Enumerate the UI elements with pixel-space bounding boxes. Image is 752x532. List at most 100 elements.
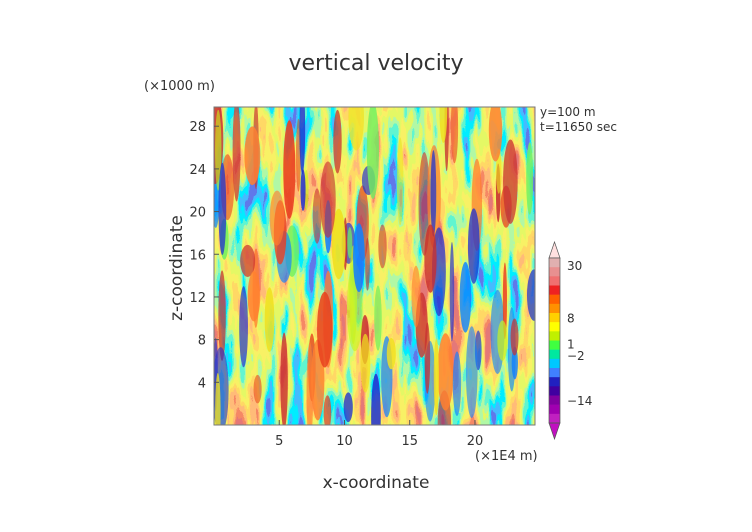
- heatmap-streak: [497, 320, 508, 361]
- heatmap-streak: [374, 285, 382, 351]
- colorbar-tick-label: 1: [567, 337, 575, 351]
- annotation-y-position: y=100 m: [540, 105, 596, 119]
- y-tick-label: 8: [198, 334, 206, 349]
- heatmap-streak: [215, 109, 222, 191]
- heatmap-streak: [424, 322, 431, 394]
- colorbar-band: [549, 413, 560, 424]
- colorbar-band: [549, 358, 560, 369]
- heatmap-streaks: [214, 107, 535, 425]
- colorbar-band: [549, 313, 560, 323]
- heatmap-streak: [218, 162, 227, 255]
- plot-frame: [213, 106, 536, 426]
- heatmap-streak: [433, 338, 440, 416]
- colorbar-max-arrow: [548, 240, 561, 259]
- y-tick-label: 4: [198, 376, 206, 391]
- heatmap-streak: [366, 107, 379, 199]
- annotation-time: t=11650 sec: [540, 120, 617, 134]
- colorbar-tick-label: 30: [567, 259, 582, 273]
- heatmap-streak: [450, 107, 459, 164]
- heatmap-streak: [396, 137, 404, 226]
- heatmap-streak: [503, 139, 518, 224]
- heatmap-streak: [280, 332, 288, 425]
- x-tick-label: 10: [336, 434, 353, 449]
- heatmap-streak: [378, 224, 387, 269]
- x-axis-ticks: 5 10 15 20: [275, 420, 483, 449]
- heatmap-streak: [386, 337, 396, 370]
- heatmap-streak: [488, 107, 503, 162]
- heatmap-streak: [240, 244, 256, 277]
- y-tick-label: 12: [189, 291, 206, 306]
- colorbar-band: [549, 258, 560, 268]
- colorbar-band: [549, 331, 560, 341]
- heatmap-streak: [467, 208, 480, 284]
- colorbar: 30 8 1−2 −14: [548, 240, 592, 441]
- colorbar-band: [549, 349, 560, 360]
- colorbar-band: [549, 377, 560, 387]
- heatmap-streak: [465, 326, 478, 419]
- heatmap-streak: [411, 265, 421, 328]
- heatmap-streak: [348, 107, 364, 151]
- plot-area: [213, 106, 536, 426]
- heatmap-streak: [300, 169, 306, 211]
- heatmap-streak: [317, 291, 333, 368]
- y-tick-label: 24: [189, 163, 206, 178]
- heatmap-streak: [526, 269, 535, 321]
- heatmap-streak: [232, 107, 241, 202]
- heatmap-streak: [264, 287, 275, 352]
- heatmap-streak: [283, 120, 296, 219]
- heatmap-streak: [214, 347, 229, 425]
- colorbar-band: [549, 294, 560, 305]
- colorbar-tick-label: −2: [567, 349, 585, 363]
- heatmap-streak: [323, 395, 332, 425]
- heatmap-streak: [437, 333, 454, 411]
- colorbar-frame: [548, 257, 561, 424]
- heatmap-streak: [452, 351, 462, 416]
- colorbar-band: [549, 340, 560, 350]
- heatmap-streak: [331, 208, 346, 280]
- heatmap-streak: [343, 392, 353, 423]
- heatmap-streak: [510, 318, 519, 356]
- heatmap-streak: [239, 286, 248, 368]
- y-tick-label: 28: [189, 120, 206, 135]
- heatmap-streak: [365, 237, 370, 291]
- heatmap-streak: [215, 373, 221, 425]
- heatmap-streak: [353, 223, 365, 292]
- heatmap-streak: [333, 109, 342, 174]
- heatmap-streak: [218, 270, 226, 361]
- colorbar-band: [549, 368, 560, 378]
- x-tick-label: 15: [401, 434, 418, 449]
- heatmap-streak: [253, 374, 262, 404]
- heatmap-streak: [459, 262, 472, 333]
- x-unit-label: (×1E4 m): [475, 449, 538, 464]
- y-unit-label: (×1000 m): [144, 79, 215, 94]
- y-tick-label: 20: [189, 206, 206, 221]
- heatmap-streak: [371, 373, 381, 425]
- heatmap-streak: [347, 227, 353, 259]
- heatmap-streak: [244, 126, 261, 186]
- colorbar-band: [549, 276, 560, 286]
- colorbar-min-arrow: [548, 422, 561, 441]
- colorbar-band: [549, 267, 560, 277]
- heatmap-streak: [502, 262, 507, 340]
- x-axis-label: x-coordinate: [323, 473, 430, 493]
- colorbar-band: [549, 322, 560, 332]
- colorbar-tick-label: 8: [567, 312, 575, 326]
- heatmap-streak: [439, 107, 448, 143]
- y-tick-label: 16: [189, 248, 206, 263]
- heatmap-streak: [526, 142, 534, 215]
- y-axis-ticks: 4 8 12 16 20 24 28: [189, 120, 219, 391]
- heatmap-streak: [360, 333, 371, 393]
- heatmap-streak: [449, 241, 455, 342]
- heatmap-streak: [269, 190, 285, 246]
- heatmap-streak: [306, 342, 314, 425]
- colorbar-band: [549, 404, 560, 415]
- colorbar-band: [549, 386, 560, 396]
- heatmap-streak: [424, 224, 437, 293]
- chart-title: vertical velocity: [288, 51, 463, 76]
- colorbar-tick-label: −14: [567, 394, 592, 408]
- x-tick-label: 5: [275, 434, 283, 449]
- colorbar-band: [549, 395, 560, 405]
- heatmap-streak: [430, 150, 437, 237]
- heatmap-streak: [299, 107, 306, 175]
